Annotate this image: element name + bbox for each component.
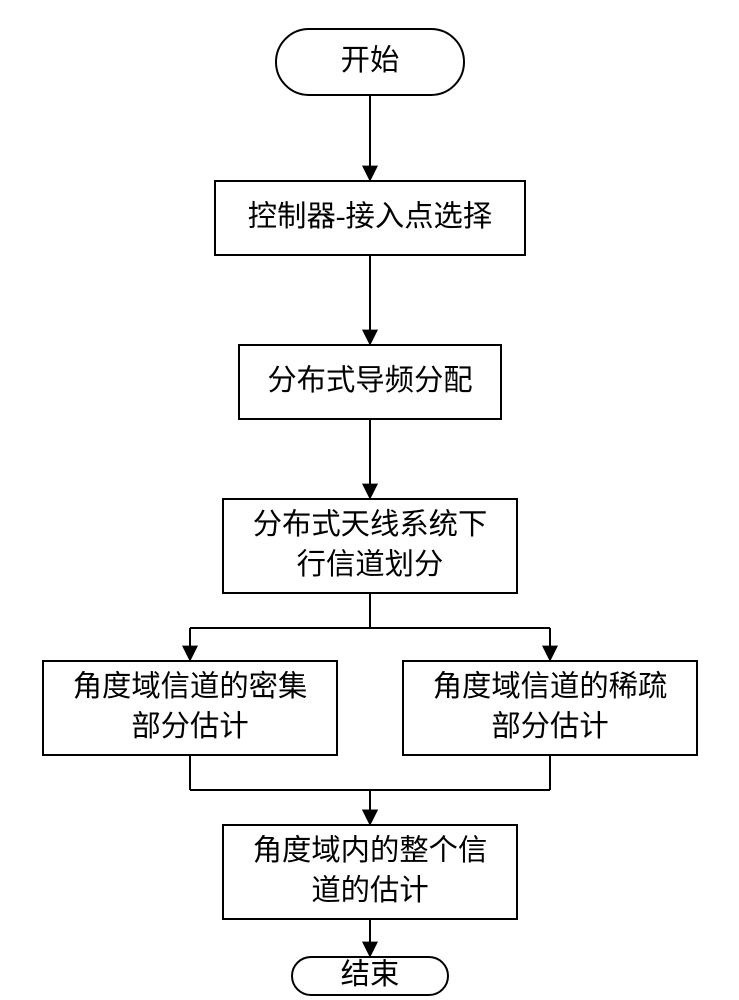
- node-n2: 分布式导频分配: [238, 344, 502, 420]
- node-label: 角度域信道的稀疏 部分估计: [433, 668, 668, 747]
- node-label: 分布式天线系统下 行信道划分: [253, 506, 488, 585]
- node-label: 分布式导频分配: [267, 362, 472, 402]
- flowchart-canvas: 开始控制器-接入点选择分布式导频分配分布式天线系统下 行信道划分角度域信道的密集…: [0, 0, 739, 1000]
- node-end: 结束: [291, 956, 449, 996]
- node-n1: 控制器-接入点选择: [214, 180, 526, 256]
- node-label: 角度域信道的密集 部分估计: [73, 668, 308, 747]
- node-n4b: 角度域信道的稀疏 部分估计: [402, 660, 698, 756]
- node-n3: 分布式天线系统下 行信道划分: [222, 498, 518, 594]
- node-label: 角度域内的整个信 道的估计: [253, 832, 488, 911]
- node-label: 开始: [341, 42, 400, 82]
- node-label: 结束: [341, 956, 400, 996]
- node-start: 开始: [275, 28, 465, 96]
- node-label: 控制器-接入点选择: [248, 198, 492, 238]
- node-n5: 角度域内的整个信 道的估计: [222, 824, 518, 920]
- node-n4a: 角度域信道的密集 部分估计: [42, 660, 338, 756]
